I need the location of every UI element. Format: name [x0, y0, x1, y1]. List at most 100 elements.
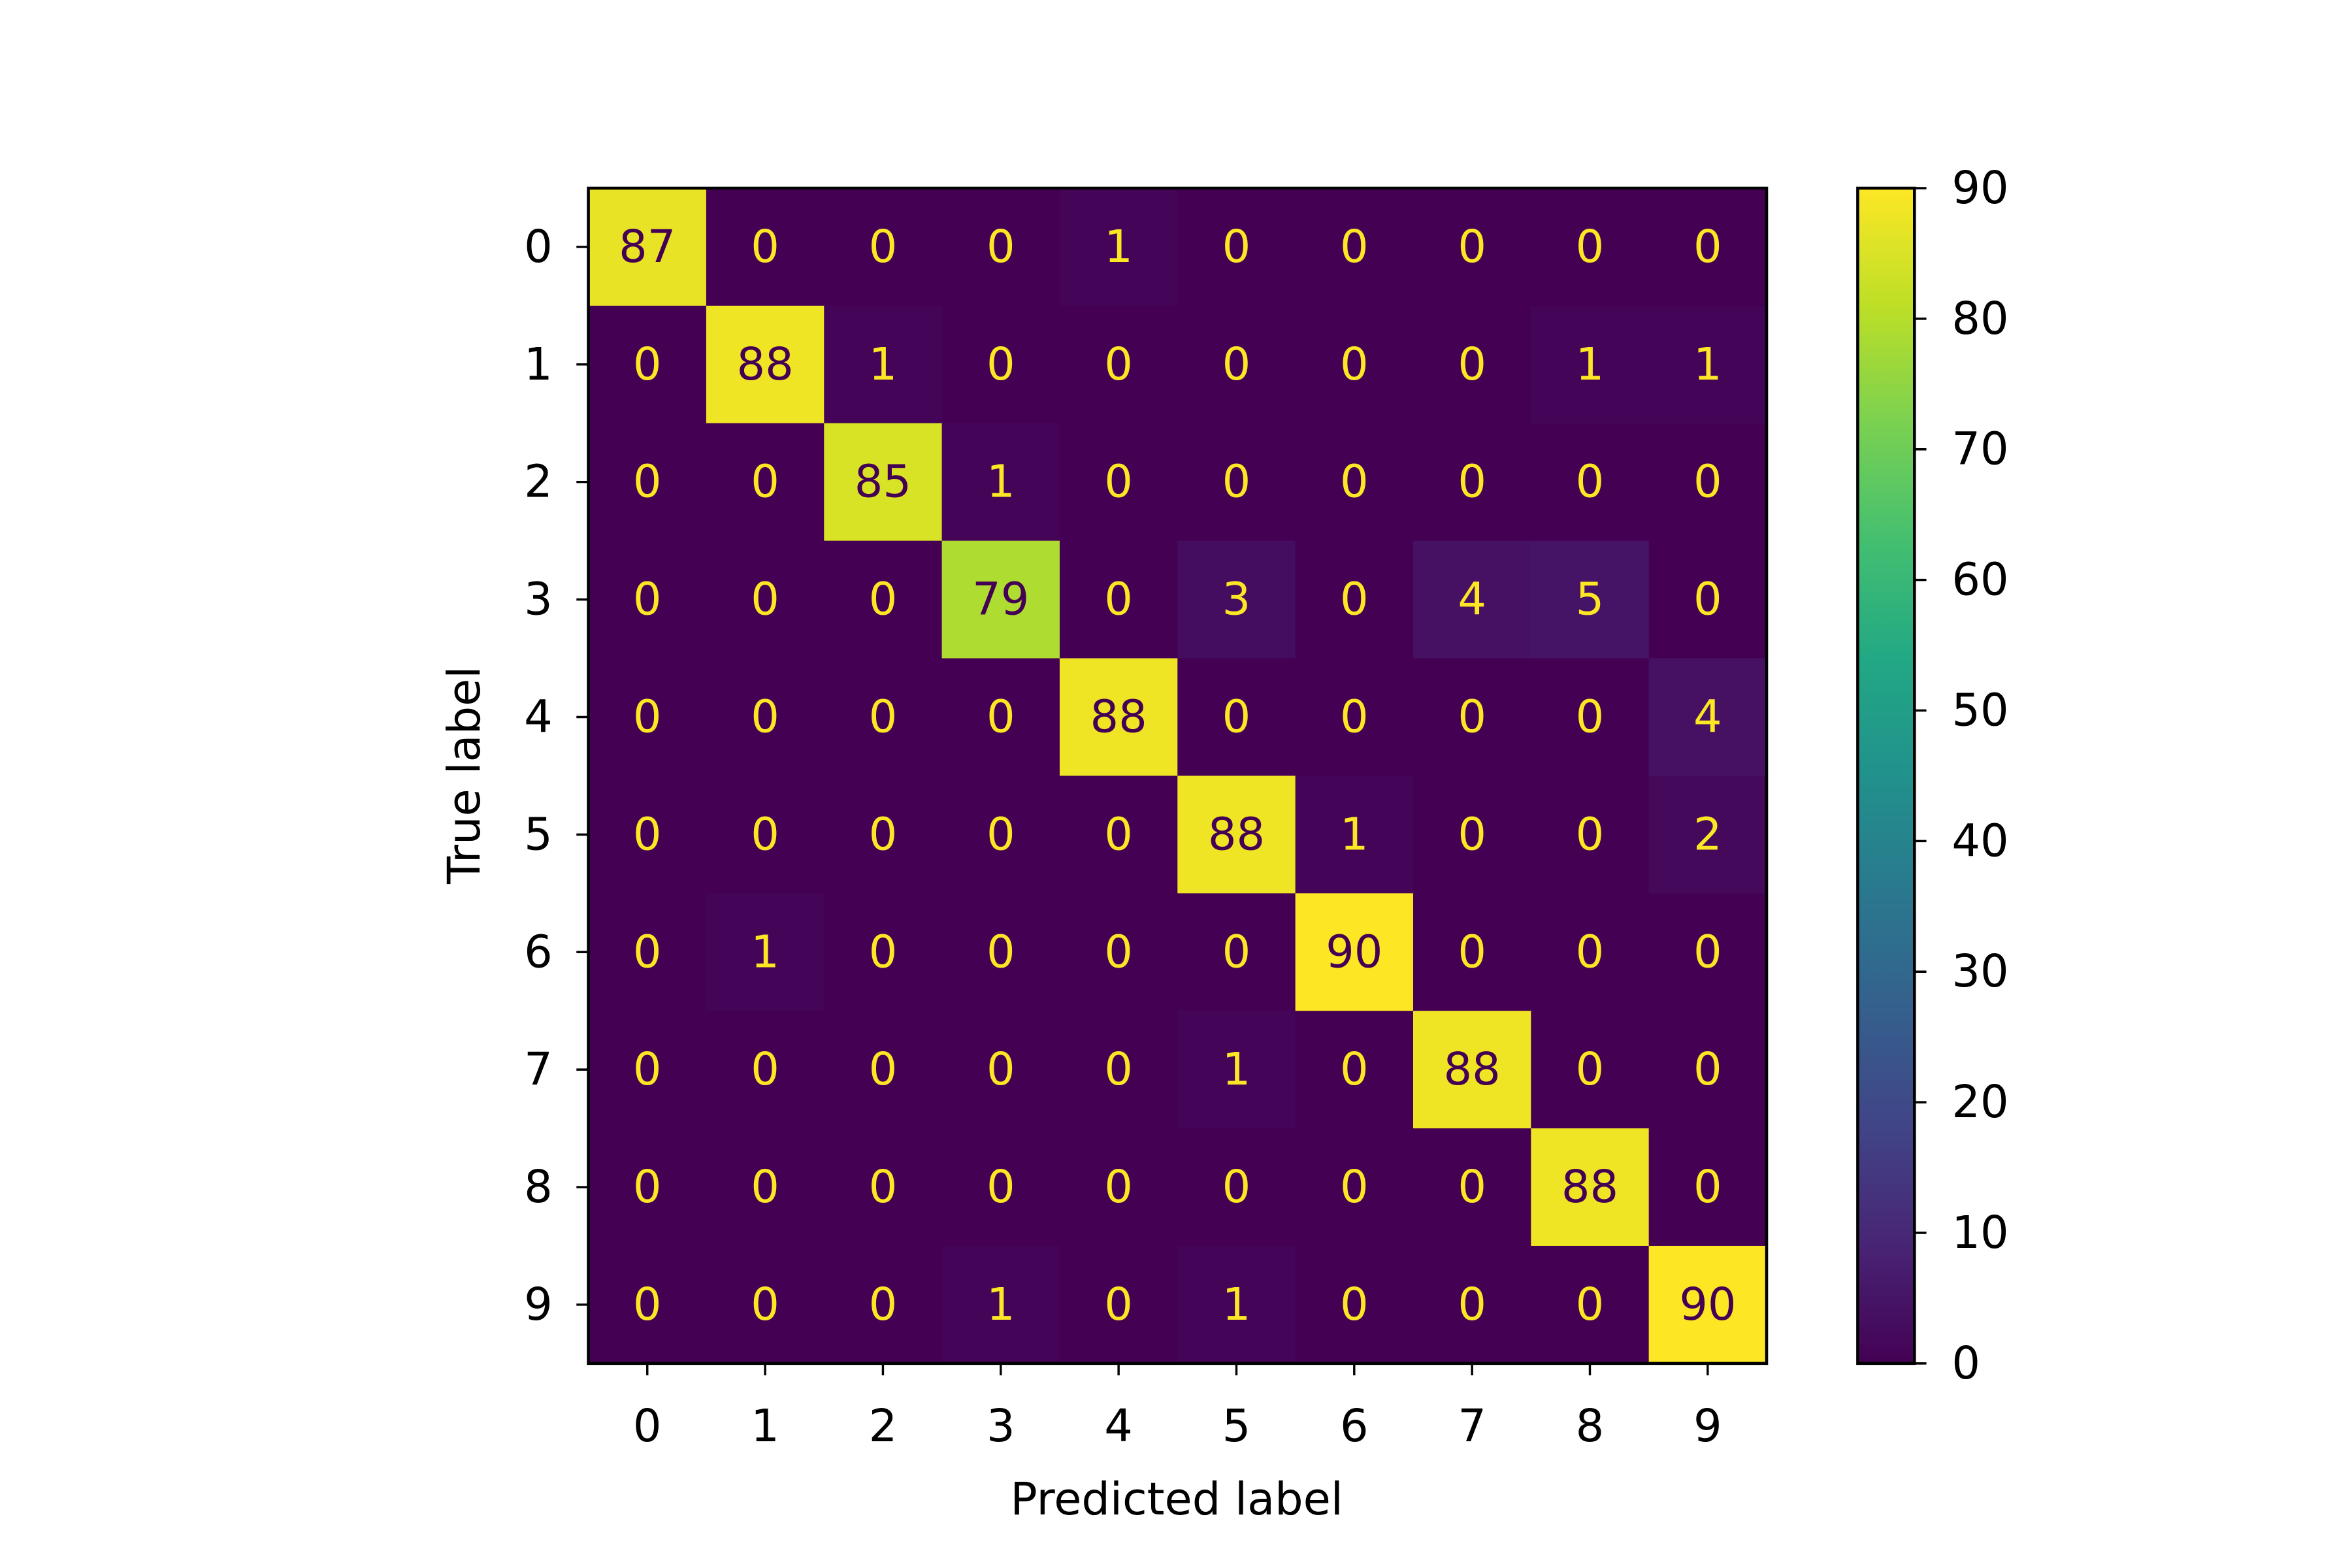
x-tick-label: 1 [751, 1400, 779, 1452]
cell-label: 0 [987, 691, 1015, 743]
heatmap-cell [824, 1245, 943, 1364]
heatmap-cell [1295, 893, 1414, 1012]
cell-label: 0 [1104, 1043, 1133, 1096]
heatmap-cell [1413, 776, 1532, 894]
heatmap-cell [1295, 305, 1414, 424]
cell-label: 1 [1693, 338, 1722, 391]
cell-label: 0 [751, 456, 779, 508]
cell-label: 0 [869, 1043, 898, 1096]
heatmap-cell [1295, 1128, 1414, 1247]
y-tick-label: 7 [524, 1043, 553, 1096]
heatmap-cell [1531, 540, 1650, 659]
cell-label: 0 [987, 926, 1015, 978]
cell-label: 5 [1576, 574, 1605, 626]
heatmap-cell [588, 540, 708, 659]
cell-label: 0 [1576, 456, 1605, 508]
cell-label: 0 [1340, 221, 1369, 273]
cell-label: 0 [1458, 808, 1486, 860]
cell-label: 0 [1340, 1043, 1369, 1096]
cell-label: 0 [633, 338, 662, 391]
heatmap-cell [1059, 1128, 1179, 1247]
heatmap-cell [1177, 540, 1296, 659]
heatmap-cell [1295, 1245, 1414, 1364]
heatmap-cell [706, 893, 825, 1012]
cell-label: 0 [1693, 574, 1722, 626]
cell-label: 0 [633, 1161, 662, 1213]
x-tick-label: 0 [633, 1400, 662, 1452]
heatmap-cell [1531, 1128, 1650, 1247]
cell-label: 0 [1340, 1279, 1369, 1331]
cell-label: 0 [869, 808, 898, 860]
cell-label: 0 [1340, 574, 1369, 626]
heatmap-cell [1648, 540, 1768, 659]
heatmap-cell [588, 1245, 708, 1364]
cell-label: 0 [1458, 1279, 1486, 1331]
heatmap-cell [1059, 658, 1179, 777]
colorbar-tick-label: 30 [1952, 945, 2008, 998]
heatmap-cell [1295, 658, 1414, 777]
cell-label: 0 [1222, 691, 1251, 743]
heatmap-cell [941, 188, 1061, 307]
cell-label: 0 [1222, 221, 1251, 273]
cell-label: 0 [1222, 1161, 1251, 1213]
cell-label: 1 [751, 926, 779, 978]
heatmap-cell [1295, 540, 1414, 659]
y-tick-label: 4 [524, 691, 553, 743]
heatmap-cell [588, 423, 708, 542]
heatmap-cell [588, 658, 708, 777]
cell-label: 88 [1208, 808, 1265, 860]
heatmap-cell [1413, 540, 1532, 659]
cell-label: 1 [1222, 1279, 1251, 1331]
cell-label: 88 [736, 338, 793, 391]
cell-label: 0 [1693, 926, 1722, 978]
heatmap-cell [1531, 188, 1650, 307]
cell-label: 0 [633, 1043, 662, 1096]
heatmap-cell [1177, 1011, 1296, 1130]
cell-label: 88 [1090, 691, 1147, 743]
cell-label: 0 [869, 926, 898, 978]
x-tick-label: 7 [1458, 1400, 1486, 1452]
heatmap-cell [1059, 1245, 1179, 1364]
heatmap-cell [824, 776, 943, 894]
heatmap-cell [1177, 305, 1296, 424]
cell-label: 1 [1340, 808, 1369, 860]
heatmap-cell [588, 893, 708, 1012]
heatmap-cell [1295, 776, 1414, 894]
heatmap-cell [1531, 423, 1650, 542]
cell-label: 87 [619, 221, 676, 273]
x-tick-label: 3 [987, 1400, 1015, 1452]
colorbar-tick-label: 20 [1952, 1076, 2008, 1128]
cell-label: 0 [633, 456, 662, 508]
cell-label: 0 [1104, 926, 1133, 978]
heatmap-cell [824, 1011, 943, 1130]
colorbar-tick-label: 0 [1952, 1337, 1980, 1390]
cell-label: 0 [633, 1279, 662, 1331]
heatmap-cell [1648, 658, 1768, 777]
colorbar [1856, 186, 1916, 1365]
heatmap-cell [588, 1011, 708, 1130]
heatmap-cell [588, 776, 708, 894]
cell-label: 0 [1458, 221, 1486, 273]
heatmap-cell [706, 776, 825, 894]
heatmap-cell [1177, 658, 1296, 777]
cell-label: 0 [1458, 926, 1486, 978]
heatmap-cell [824, 423, 943, 542]
heatmap-cell [706, 1245, 825, 1364]
cell-label: 0 [987, 1161, 1015, 1213]
colorbar-tick-label: 50 [1952, 684, 2008, 736]
heatmap-cell [1531, 305, 1650, 424]
cell-label: 0 [1222, 926, 1251, 978]
cell-label: 0 [869, 1161, 898, 1213]
cell-label: 0 [869, 691, 898, 743]
heatmap-cell [706, 1128, 825, 1247]
cell-label: 0 [1576, 691, 1605, 743]
heatmap-cell [706, 305, 825, 424]
cell-label: 0 [751, 1043, 779, 1096]
heatmap-cell [941, 305, 1061, 424]
heatmap-cell [824, 305, 943, 424]
cell-label: 0 [1104, 1279, 1133, 1331]
colorbar-tick-label: 80 [1952, 293, 2008, 345]
heatmap-cell [1413, 658, 1532, 777]
heatmap-cell [1413, 1128, 1532, 1247]
cell-label: 3 [1222, 574, 1251, 626]
